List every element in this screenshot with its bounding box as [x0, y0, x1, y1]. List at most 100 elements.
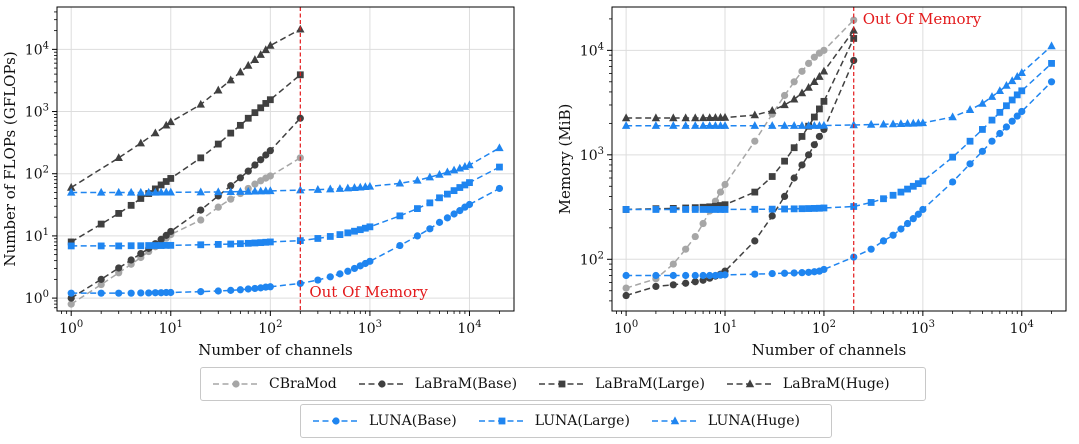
data-point — [699, 219, 707, 228]
x-tick-label: 100 — [614, 319, 638, 337]
data-point — [335, 184, 345, 192]
y-tick-label: 100 — [25, 289, 49, 307]
data-point — [266, 172, 274, 180]
data-point — [145, 242, 153, 249]
data-point — [810, 113, 818, 121]
data-point — [721, 201, 729, 209]
data-point — [721, 271, 729, 279]
data-point — [97, 280, 105, 289]
data-point — [669, 113, 678, 122]
data-point — [805, 151, 813, 159]
data-point — [850, 203, 858, 210]
axes-frame — [56, 6, 515, 312]
data-point — [197, 206, 205, 214]
axes-frame — [611, 6, 1067, 312]
data-point — [699, 206, 707, 213]
data-point — [966, 137, 974, 145]
data-point — [988, 137, 996, 145]
data-point — [115, 289, 123, 297]
legend-entry-luna-large: LUNA(Large) — [467, 413, 640, 429]
data-point — [669, 281, 677, 289]
data-point — [236, 174, 244, 182]
data-point — [815, 72, 824, 80]
data-point — [67, 242, 75, 250]
legend-marker-labram-huge — [726, 379, 773, 388]
legend-label: LaBraM(Large) — [595, 376, 705, 392]
data-point — [236, 67, 245, 76]
data-point — [145, 289, 153, 297]
data-point — [720, 112, 730, 121]
data-point — [781, 205, 788, 213]
data-point — [127, 256, 135, 264]
data-point — [266, 283, 274, 291]
data-point — [768, 205, 776, 213]
data-point — [780, 100, 789, 109]
data-point — [157, 181, 165, 189]
data-point — [1008, 96, 1016, 104]
data-point — [266, 40, 275, 49]
data-point — [750, 110, 760, 119]
series-luna-base — [622, 78, 1056, 280]
data-point — [1018, 107, 1026, 116]
data-point — [197, 216, 205, 224]
data-point — [162, 178, 170, 185]
data-point — [151, 187, 160, 196]
data-point — [97, 275, 105, 283]
data-point — [251, 161, 259, 169]
data-point — [903, 219, 912, 228]
data-point — [867, 245, 875, 253]
data-point — [226, 75, 235, 84]
data-point — [995, 86, 1005, 95]
data-point — [897, 225, 905, 233]
data-point — [897, 188, 905, 196]
x-tick-label: 104 — [457, 319, 481, 337]
data-point — [866, 119, 876, 128]
data-point — [682, 245, 690, 253]
data-point — [266, 96, 274, 104]
data-point — [652, 206, 660, 213]
legend-marker-labram-large — [539, 380, 586, 388]
data-point — [669, 121, 678, 129]
data-point — [1003, 102, 1010, 110]
legend-row-1: CBraMod LaBraM(Base) LaBraM(Large) LaBra… — [200, 367, 926, 401]
data-point — [350, 183, 359, 191]
data-point — [356, 226, 364, 234]
data-point — [343, 183, 353, 192]
legend-label: CBraMod — [269, 376, 337, 392]
data-point — [266, 186, 275, 195]
legend-entry-cbramod: CBraMod — [201, 376, 347, 392]
data-point — [622, 206, 630, 213]
data-point — [790, 205, 798, 213]
flops-chart: 100 101 102 103 104 100 101 102 103 104 Out Of Mem… — [1, 6, 515, 359]
data-point — [1013, 91, 1021, 99]
data-point — [443, 190, 451, 198]
data-point — [115, 264, 123, 272]
data-point — [227, 129, 235, 137]
data-point — [67, 187, 76, 196]
data-point — [236, 121, 244, 129]
series-line — [626, 81, 1053, 277]
data-point — [1002, 123, 1011, 131]
data-point — [751, 188, 759, 196]
legend-marker-shape — [378, 380, 386, 388]
data-point — [126, 187, 136, 196]
legend-row-2: LUNA(Base) LUNA(Large) LUNA(Huge) — [300, 404, 832, 438]
data-point — [810, 77, 819, 86]
data-point — [652, 282, 660, 291]
data-point — [67, 238, 75, 246]
data-point — [681, 113, 690, 122]
data-point — [351, 227, 358, 235]
data-point — [816, 204, 823, 212]
y-tick-label: 104 — [580, 41, 604, 59]
data-point — [443, 167, 452, 176]
data-point — [797, 121, 807, 129]
data-point — [850, 35, 858, 42]
legend-label: LUNA(Large) — [534, 413, 630, 429]
data-point — [978, 98, 987, 107]
data-point — [426, 199, 434, 207]
series-labram-base — [622, 56, 858, 300]
legend-entry-labram-large: LaBraM(Large) — [527, 376, 715, 392]
data-point — [798, 67, 806, 75]
data-point — [780, 269, 789, 277]
data-point — [251, 109, 259, 117]
